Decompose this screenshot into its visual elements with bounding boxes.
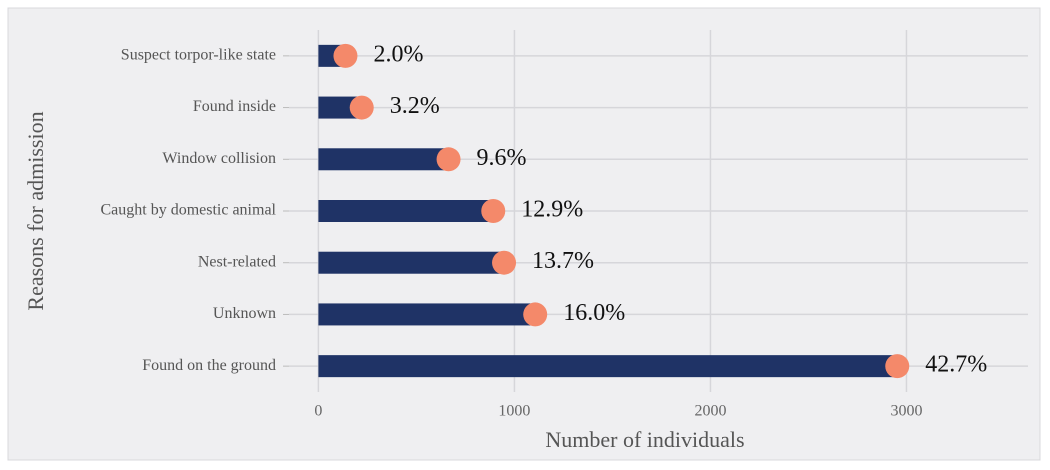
bar-end-dot	[492, 250, 517, 275]
y-tick-label: Found inside	[193, 98, 276, 115]
bar-end-dot	[885, 354, 910, 379]
bar-end-dot	[349, 95, 374, 120]
value-label: 42.7%	[925, 352, 987, 378]
bar	[318, 200, 494, 222]
value-label: 13.7%	[532, 248, 594, 274]
bar	[318, 251, 505, 274]
x-axis-title: Number of individuals	[545, 427, 744, 452]
y-tick-label: Found on the ground	[142, 357, 276, 374]
y-axis-title: Reasons for admission	[23, 111, 48, 310]
bar	[318, 303, 536, 326]
value-label: 2.0%	[373, 41, 423, 67]
y-tick-label: Nest-related	[198, 253, 276, 270]
bar-end-dot	[333, 43, 358, 68]
bar	[318, 355, 898, 378]
y-tick-label: Caught by domestic animal	[100, 202, 276, 219]
panel-background	[7, 7, 1041, 461]
x-tick-label: 1000	[498, 403, 530, 420]
value-label: 3.2%	[390, 93, 440, 119]
bar	[318, 96, 362, 119]
bar	[318, 148, 449, 171]
bar-end-dot	[523, 302, 548, 327]
y-tick-label: Window collision	[162, 150, 276, 167]
value-label: 9.6%	[477, 145, 527, 171]
x-tick-label: 0	[314, 403, 322, 420]
x-tick-label: 2000	[694, 403, 726, 420]
x-tick-label: 3000	[890, 403, 922, 420]
y-tick-label: Unknown	[213, 305, 276, 322]
value-label: 12.9%	[521, 197, 583, 223]
bar-end-dot	[481, 199, 506, 223]
y-tick-label: Suspect torpor-like state	[121, 47, 276, 64]
bar-end-dot	[436, 147, 461, 172]
value-label: 16.0%	[563, 300, 625, 326]
